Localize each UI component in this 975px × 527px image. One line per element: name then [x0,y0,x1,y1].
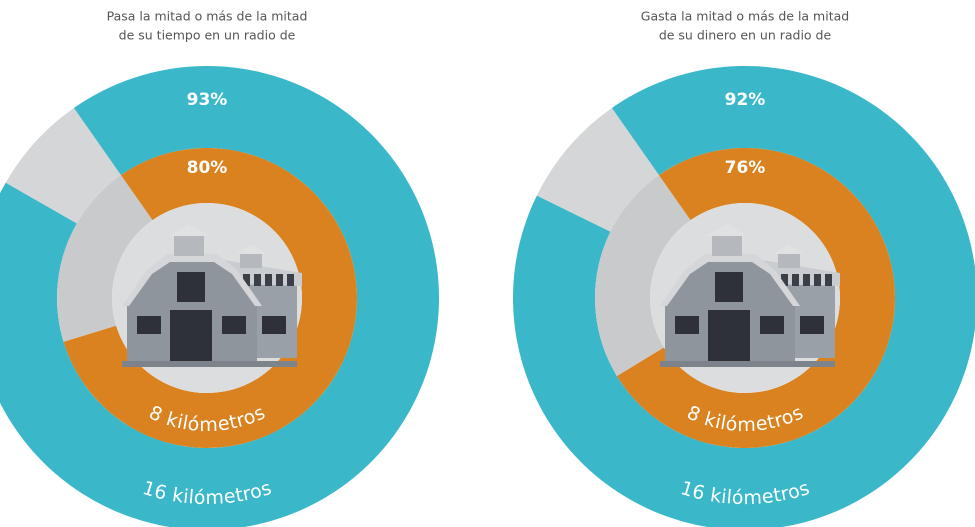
barn-window-strip [781,274,788,286]
barn-illustration [660,224,840,367]
ring-remainder [5,107,121,224]
barn-window [137,316,161,334]
chart-title: de su dinero en un radio de [659,28,832,43]
ring-remainder [595,175,691,377]
barn-window-strip [287,274,294,286]
barn-window [262,316,286,334]
barn-window [675,316,699,334]
barn-ground [660,361,835,367]
value-label: 93% [187,90,228,110]
barn-window-strip [243,274,250,286]
barn-door [708,310,750,363]
value-label: 80% [187,158,228,178]
barn-window [760,316,784,334]
donut-chart: Pasa la mitad o más de la mitad de su tie… [0,9,439,527]
barn-cupola2 [778,252,800,268]
barn-cupola [174,234,204,256]
barn-ground [122,361,297,367]
chart-title: de su tiempo en un radio de [119,28,296,43]
value-label: 76% [725,158,766,178]
barn-window-strip [276,274,283,286]
barn-window-strip [814,274,821,286]
barn-loft [177,272,205,302]
ring-segment [63,148,357,449]
barn-window-strip [265,274,272,286]
ring-segment [616,148,895,449]
barn-loft [715,272,743,302]
ring-remainder [536,107,659,232]
value-label: 92% [725,90,766,110]
barn-cupola2-roof [773,244,805,254]
chart-title: Pasa la mitad o más de la mitad [107,9,308,24]
barn-window-strip [792,274,799,286]
barn-illustration [122,224,302,367]
donut-chart: Gasta la mitad o más de la mitad de su di… [513,9,975,527]
ring-segment [0,66,439,527]
barn-cupola-roof [706,224,748,236]
barn-roof [122,254,262,306]
barn-window-strip [825,274,832,286]
barn-cupola2-roof [235,244,267,254]
barn-window-strip [254,274,261,286]
barn-window [800,316,824,334]
barn-cupola [712,234,742,256]
barn-window [222,316,246,334]
barn-window-strip [803,274,810,286]
barn-roof [660,254,800,306]
barn-cupola-roof [168,224,210,236]
ring-segment [513,66,975,527]
ring-remainder [57,175,153,342]
barn-door [170,310,212,363]
barn-cupola2 [240,252,262,268]
chart-title: Gasta la mitad o más de la mitad [641,9,849,24]
